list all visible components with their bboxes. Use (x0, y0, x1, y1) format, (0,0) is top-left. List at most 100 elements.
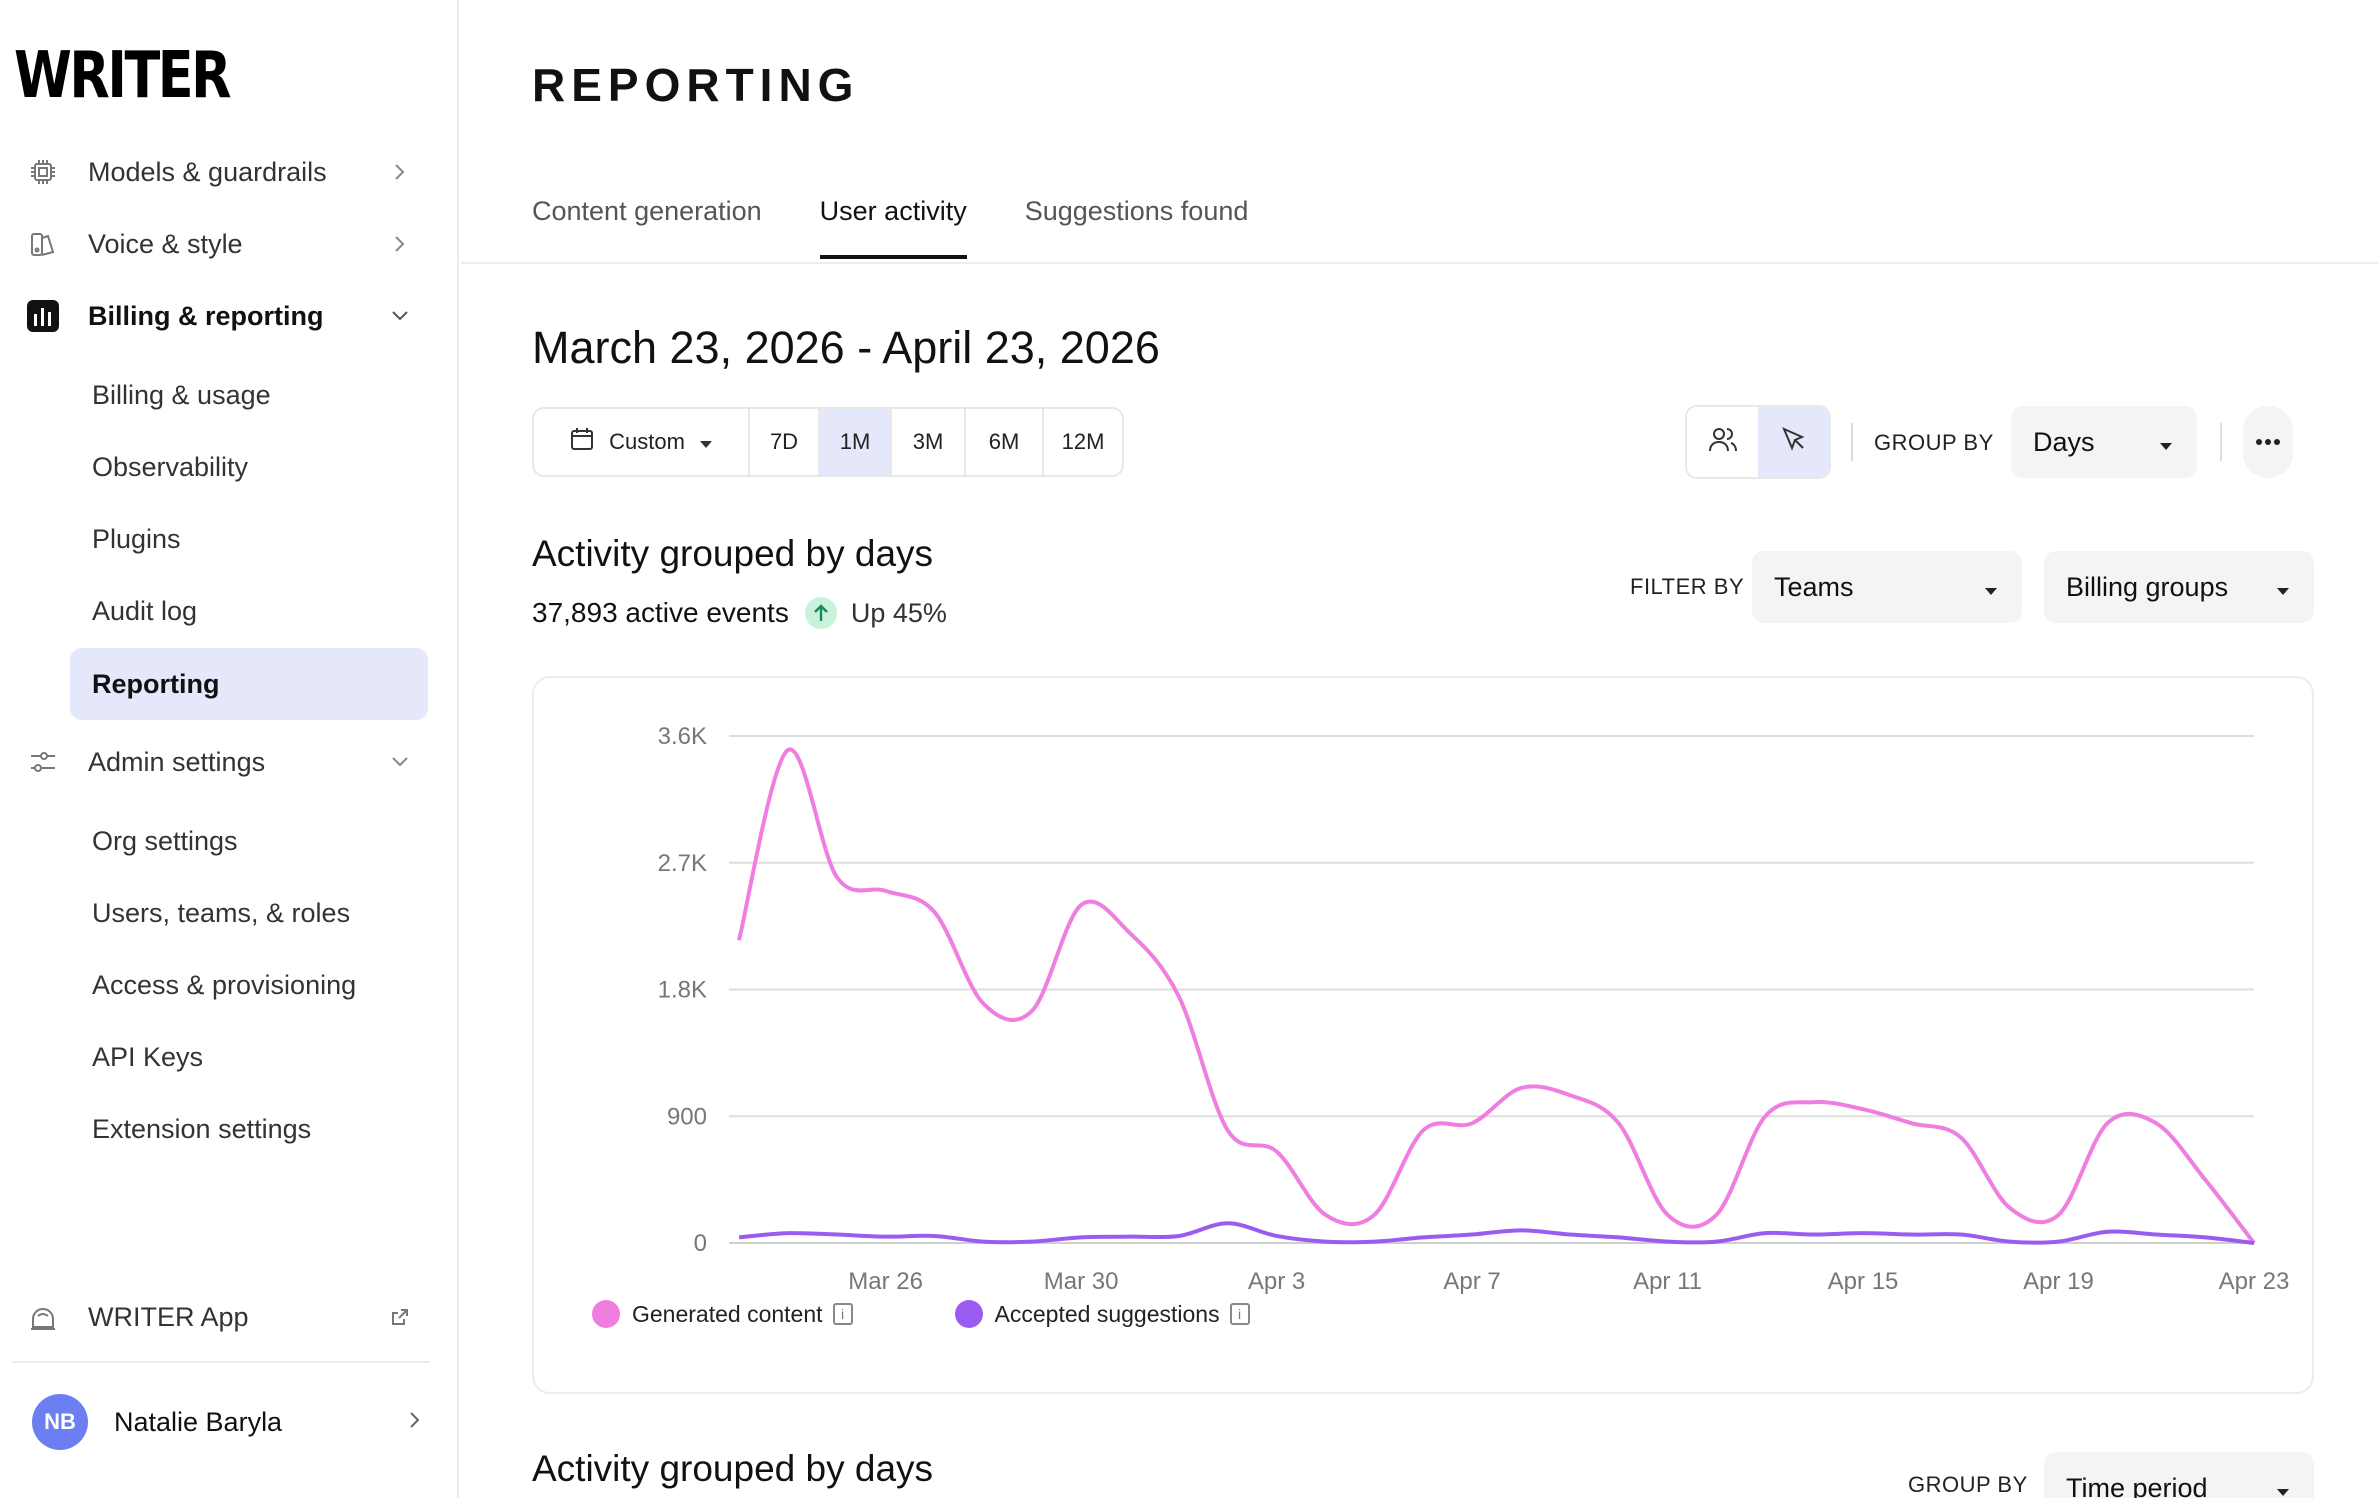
time-period-dropdown[interactable]: Time period (2044, 1452, 2314, 1498)
sidebar-item-api-keys[interactable]: API Keys (92, 1041, 204, 1072)
sidebar-item-voice-style[interactable]: Voice & style (24, 214, 414, 274)
caret-down-icon (1984, 572, 1998, 603)
report-tabs: Content generation User activity Suggest… (532, 196, 1306, 262)
range-12m[interactable]: 12M (1042, 409, 1122, 475)
y-tick-label: 900 (667, 1103, 707, 1130)
sidebar-item-label: Models & guardrails (88, 156, 327, 187)
info-icon[interactable]: i (1229, 1303, 1250, 1325)
caret-down-icon (699, 429, 713, 455)
users-icon (1707, 425, 1739, 460)
writer-app-icon (24, 1298, 62, 1336)
sidebar-item-access-provisioning[interactable]: Access & provisioning (92, 969, 357, 1000)
sidebar-item-reporting[interactable]: Reporting (70, 648, 428, 720)
sidebar-item-billing-reporting[interactable]: Billing & reporting (24, 286, 414, 346)
info-icon[interactable]: i (832, 1303, 853, 1325)
tab-content-generation[interactable]: Content generation (532, 196, 762, 226)
arrow-up-icon (804, 597, 837, 629)
date-range-heading: March 23, 2026 - April 23, 2026 (532, 322, 1160, 373)
caret-down-icon (2159, 427, 2173, 458)
sidebar-item-users-teams-roles[interactable]: Users, teams, & roles (92, 897, 351, 928)
group-by-value: Days (2033, 426, 2095, 457)
x-tick-label: Apr 23 (2219, 1268, 2290, 1295)
sidebar-item-label: Admin settings (88, 746, 266, 777)
date-range-selector: Custom 7D 1M 3M 6M 12M (532, 407, 1124, 477)
group-by-label: GROUP BY (1874, 430, 1994, 455)
x-tick-label: Apr 19 (2023, 1268, 2094, 1295)
cursor-icon (1779, 425, 1809, 460)
users-view-button[interactable] (1687, 407, 1758, 477)
view-toggle (1685, 405, 1831, 479)
legend-label-accepted: Accepted suggestions (994, 1300, 1220, 1327)
writer-logo[interactable]: WRITER (14, 39, 232, 113)
sidebar-item-observability[interactable]: Observability (92, 451, 249, 482)
sidebar: WRITER Models & guardrails Voice & style… (0, 0, 459, 1498)
tab-suggestions-found[interactable]: Suggestions found (1024, 196, 1249, 226)
active-events-count: 37,893 active events (532, 597, 789, 628)
sidebar-item-models-guardrails[interactable]: Models & guardrails (24, 142, 414, 202)
series-line-accepted-suggestions (738, 1221, 2255, 1245)
x-tick-label: Apr 7 (1443, 1268, 1500, 1295)
legend-swatch-accepted (954, 1300, 983, 1328)
sidebar-item-admin-settings[interactable]: Admin settings (24, 732, 414, 792)
caret-down-icon (2276, 572, 2290, 603)
y-tick-label: 1.8K (658, 977, 707, 1004)
writer-app-link[interactable]: WRITER App (24, 1287, 414, 1347)
filter-by-label: FILTER BY (1630, 574, 1745, 599)
custom-range-label: Custom (609, 429, 685, 454)
billing-groups-filter-dropdown[interactable]: Billing groups (2044, 551, 2314, 623)
sidebar-item-billing-usage[interactable]: Billing & usage (92, 379, 271, 410)
custom-range-dropdown[interactable]: Custom (534, 409, 748, 475)
caret-down-icon (2276, 1473, 2290, 1498)
writer-app-label: WRITER App (88, 1301, 249, 1332)
x-tick-label: Mar 30 (1044, 1268, 1119, 1295)
chart-legend: Generated content i Accepted suggestions… (592, 1300, 1250, 1328)
range-6m[interactable]: 6M (964, 409, 1042, 475)
sliders-icon (24, 743, 62, 781)
user-profile[interactable]: NB Natalie Baryla (32, 1394, 422, 1450)
activity-chart-card: 0 900 1.8K 2.7K 3.6K Mar 26 Mar 30 Apr 3 Apr 7 Ap… (532, 676, 2314, 1394)
legend-label-generated: Generated content (632, 1300, 823, 1327)
activity-section-title-2: Activity grouped by days (532, 1448, 934, 1489)
y-tick-label: 3.6K (658, 723, 707, 750)
trend-text: Up 45% (850, 597, 947, 628)
page-title: REPORTING (532, 59, 860, 111)
y-tick-label: 0 (694, 1230, 707, 1257)
x-tick-label: Apr 15 (1828, 1268, 1899, 1295)
more-options-button[interactable] (2243, 406, 2293, 478)
time-period-value: Time period (2066, 1472, 2208, 1498)
billing-groups-filter-value: Billing groups (2066, 571, 2229, 602)
tab-user-activity[interactable]: User activity (819, 196, 967, 262)
active-events-summary: 37,893 active events Up 45% (532, 597, 947, 629)
sidebar-item-audit-log[interactable]: Audit log (92, 595, 198, 626)
user-name: Natalie Baryla (114, 1406, 283, 1437)
x-tick-label: Apr 11 (1633, 1268, 1702, 1295)
group-by-dropdown[interactable]: Days (2011, 406, 2197, 478)
calendar-icon (569, 426, 595, 458)
toolbar-divider (2220, 423, 2222, 461)
chip-icon (24, 153, 62, 191)
sidebar-item-org-settings[interactable]: Org settings (92, 825, 238, 856)
group-by-label-2: GROUP BY (1908, 1472, 2028, 1497)
teams-filter-dropdown[interactable]: Teams (1752, 551, 2022, 623)
sidebar-item-extension-settings[interactable]: Extension settings (92, 1113, 312, 1144)
range-1m[interactable]: 1M (818, 409, 890, 475)
range-7d[interactable]: 7D (748, 409, 818, 475)
chevron-down-icon (386, 748, 414, 776)
bar-chart-icon (24, 297, 62, 335)
x-tick-label: Apr 3 (1248, 1268, 1305, 1295)
events-view-button[interactable] (1758, 407, 1829, 477)
sidebar-divider (12, 1361, 430, 1363)
chevron-down-icon (386, 302, 414, 330)
external-link-icon (386, 1303, 414, 1331)
activity-section-title: Activity grouped by days (532, 533, 934, 574)
tabs-divider (461, 262, 2378, 264)
y-tick-label: 2.7K (658, 850, 707, 877)
range-3m[interactable]: 3M (890, 409, 964, 475)
avatar: NB (32, 1394, 88, 1450)
sidebar-item-label: Voice & style (88, 228, 243, 259)
chevron-right-icon (408, 1410, 422, 1435)
teams-filter-value: Teams (1774, 571, 1854, 602)
legend-swatch-generated (592, 1300, 620, 1328)
sidebar-item-label: Billing & reporting (88, 300, 324, 331)
sidebar-item-plugins[interactable]: Plugins (92, 523, 181, 554)
